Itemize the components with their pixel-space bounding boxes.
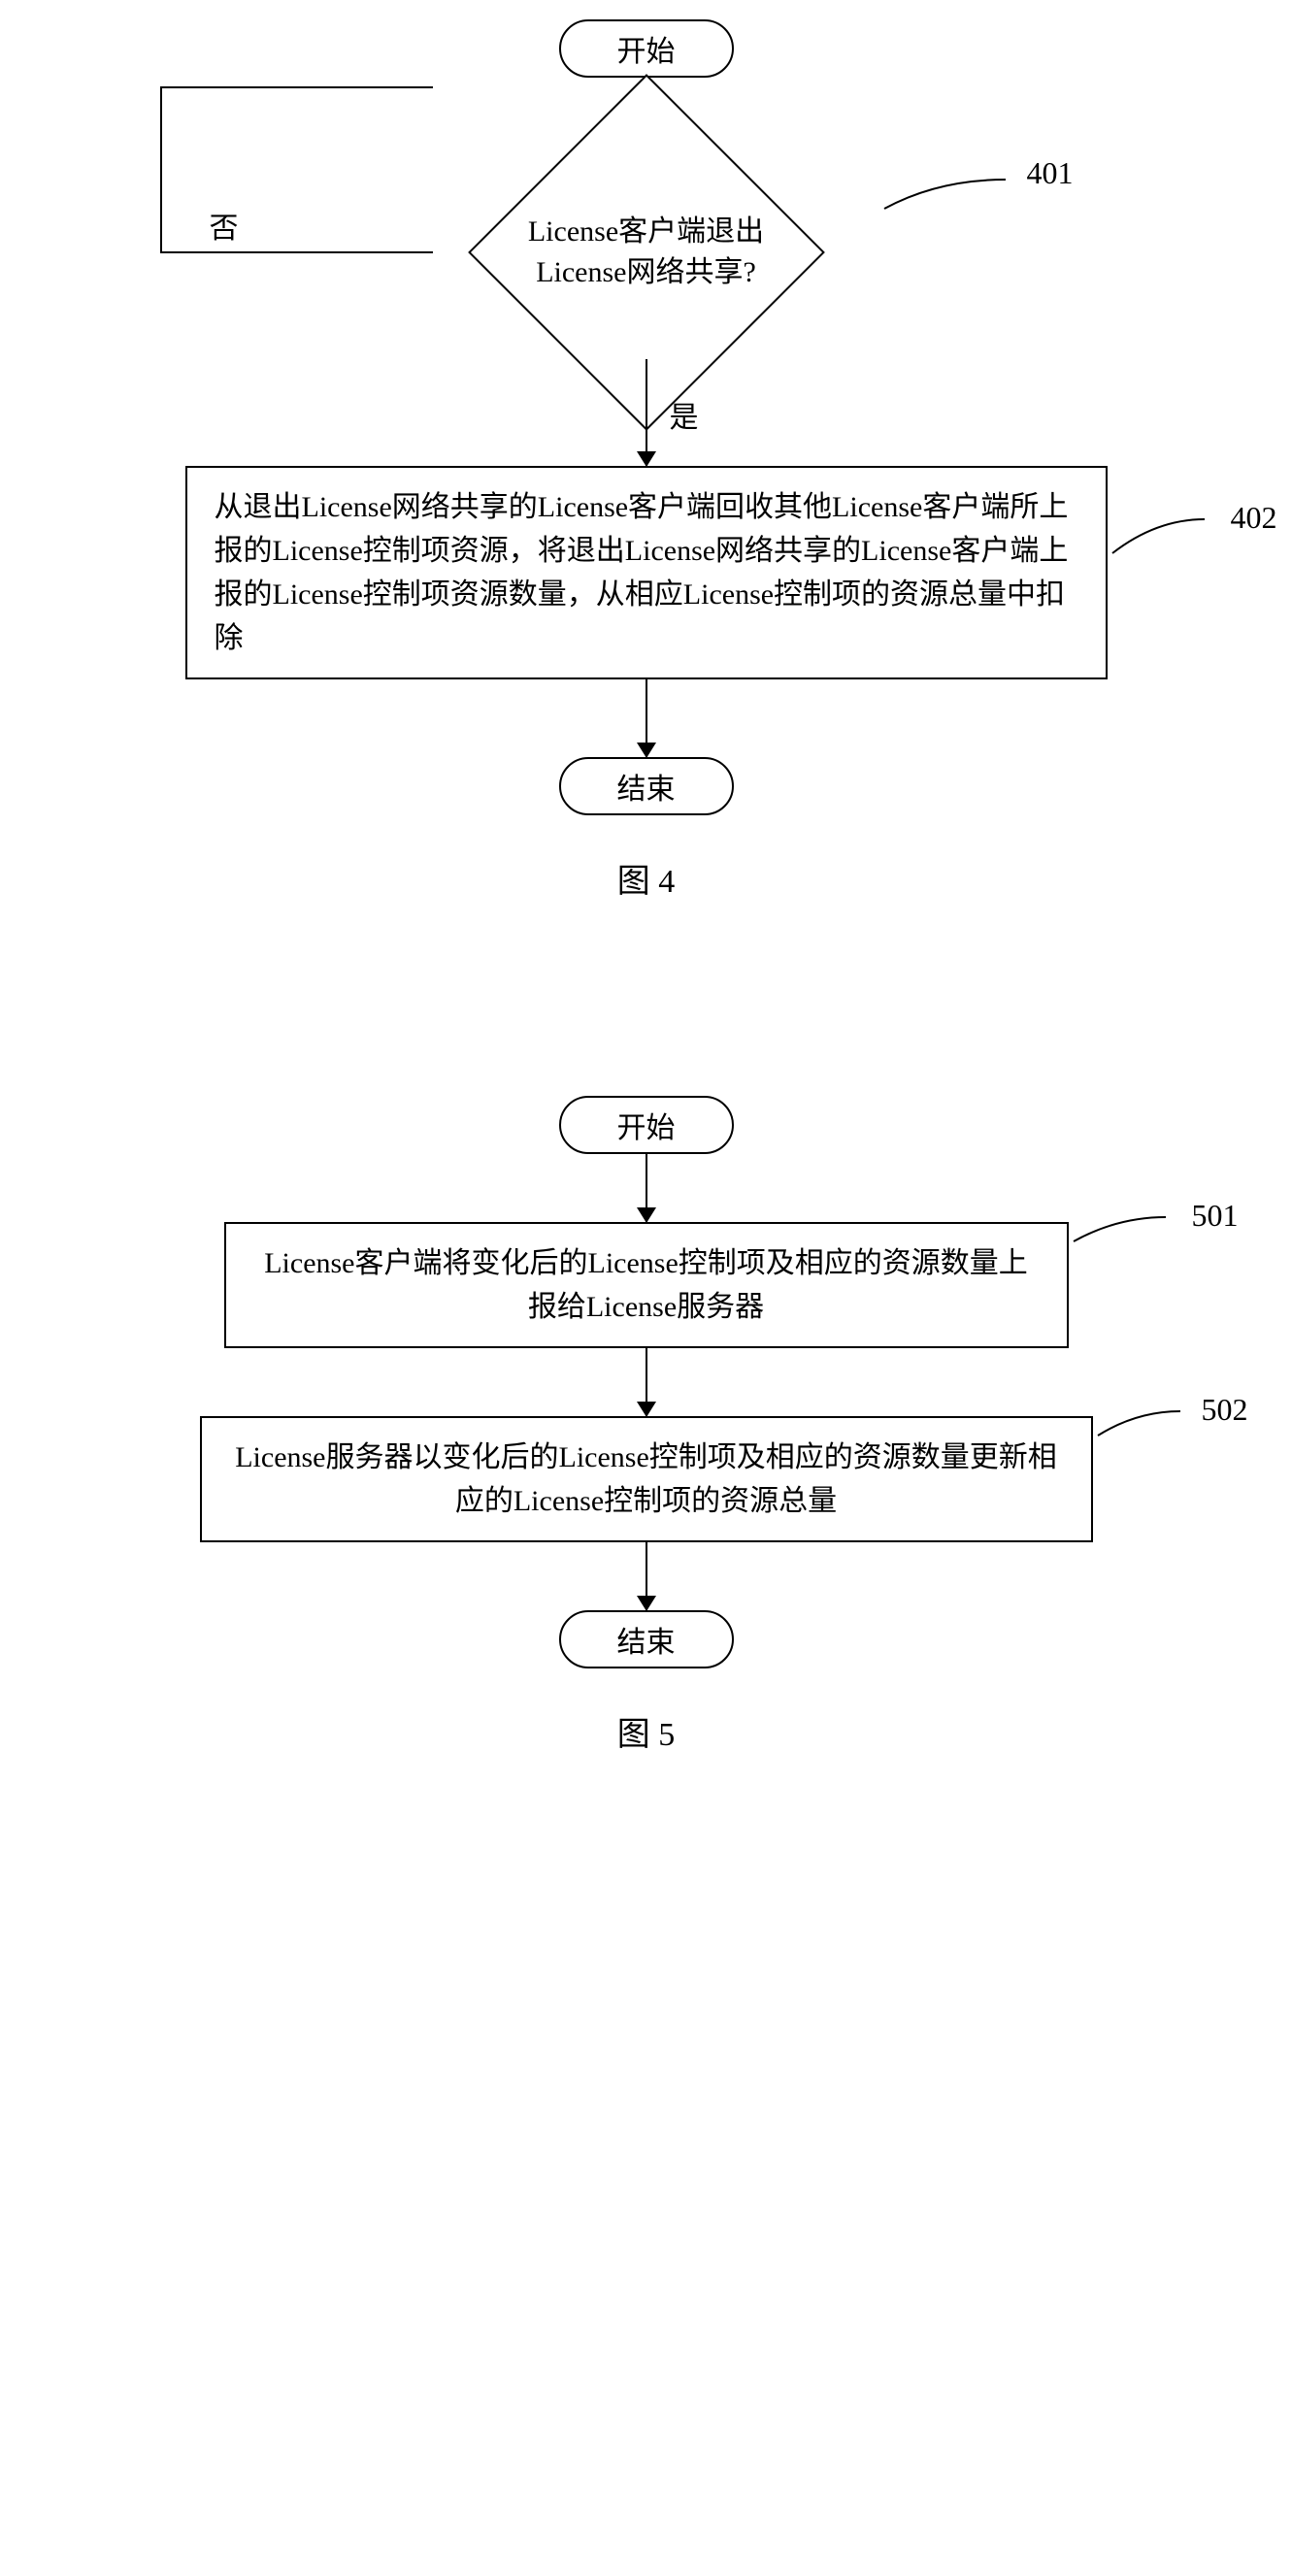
process-501: License客户端将变化后的License控制项及相应的资源数量上报给Lice… [224, 1222, 1069, 1348]
ref-connector-402 [1108, 514, 1205, 563]
ref-501: 501 [1192, 1198, 1239, 1234]
figure-5-title: 图 5 [617, 1707, 676, 1755]
start-terminal: 开始 [559, 19, 734, 78]
ref-401: 401 [1027, 155, 1074, 191]
arrow [646, 679, 647, 757]
no-loop-connector [142, 73, 433, 267]
ref-502: 502 [1202, 1392, 1248, 1428]
ref-connector-502 [1093, 1406, 1180, 1445]
ref-connector-501 [1069, 1212, 1166, 1251]
figure-4-title: 图 4 [617, 854, 676, 902]
arrow [646, 359, 647, 466]
arrow [646, 1154, 647, 1222]
yes-label: 是 [670, 393, 699, 436]
ref-402: 402 [1231, 500, 1277, 536]
arrow [646, 1542, 647, 1610]
start-terminal: 开始 [559, 1096, 734, 1154]
figure-5-flowchart: 开始 License客户端将变化后的License控制项及相应的资源数量上报给L… [113, 1096, 1180, 1668]
end-terminal: 结束 [559, 1610, 734, 1668]
arrow [646, 1348, 647, 1416]
ref-connector-401 [879, 175, 1006, 214]
figure-4-flowchart: 开始 License客户端退出 License网络共享? 否 401 是 从退出… [113, 19, 1180, 815]
decision-text: License客户端退出 License网络共享? [414, 212, 879, 293]
end-terminal: 结束 [559, 757, 734, 815]
process-502: License服务器以变化后的License控制项及相应的资源数量更新相应的Li… [200, 1416, 1093, 1542]
process-402: 从退出License网络共享的License客户端回收其他License客户端所… [185, 466, 1108, 679]
decision-node: License客户端退出 License网络共享? 否 401 [414, 146, 879, 359]
no-label: 否 [210, 204, 239, 247]
